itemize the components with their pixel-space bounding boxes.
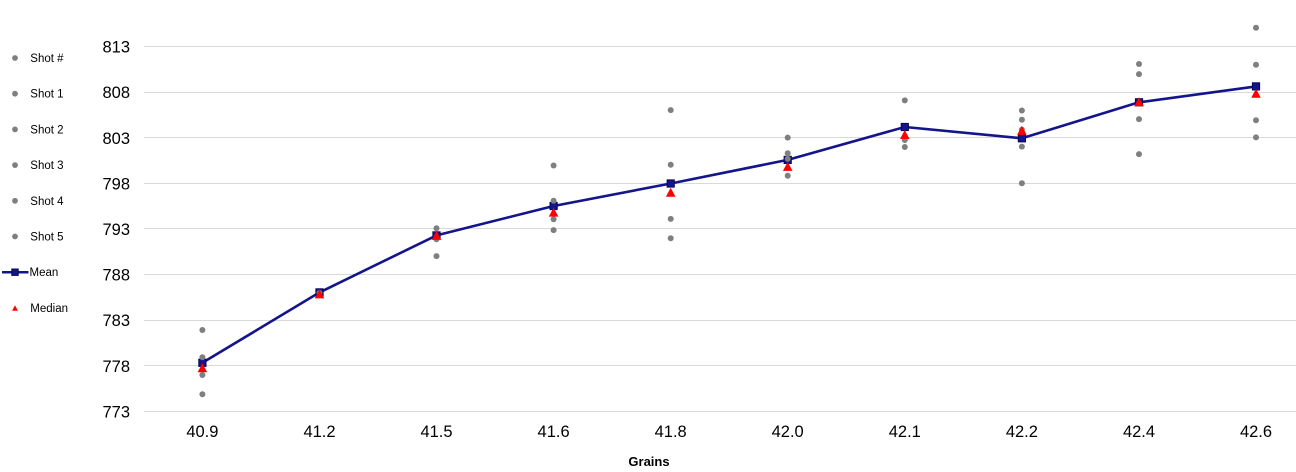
- svg-text:41.8: 41.8: [655, 423, 687, 441]
- svg-text:42.4: 42.4: [1123, 423, 1155, 441]
- svg-text:803: 803: [102, 130, 130, 148]
- svg-text:Shot 2: Shot 2: [30, 124, 63, 136]
- svg-text:41.6: 41.6: [538, 423, 570, 441]
- svg-text:Shot 5: Shot 5: [30, 232, 63, 244]
- svg-text:42.6: 42.6: [1240, 423, 1272, 441]
- svg-text:793: 793: [102, 221, 130, 239]
- svg-text:Shot 1: Shot 1: [30, 89, 63, 101]
- svg-text:41.5: 41.5: [420, 423, 452, 441]
- svg-text:Mean: Mean: [30, 267, 59, 279]
- svg-text:Median: Median: [30, 303, 68, 315]
- svg-text:788: 788: [102, 267, 130, 285]
- svg-text:42.2: 42.2: [1006, 423, 1038, 441]
- svg-text:40.9: 40.9: [186, 423, 218, 441]
- svg-text:Grains: Grains: [628, 454, 669, 469]
- svg-text:41.2: 41.2: [303, 423, 335, 441]
- svg-text:Shot #: Shot #: [30, 53, 64, 65]
- svg-text:778: 778: [102, 358, 130, 376]
- svg-text:798: 798: [102, 175, 130, 193]
- svg-text:Shot 4: Shot 4: [30, 196, 64, 208]
- svg-text:808: 808: [102, 84, 130, 102]
- svg-text:813: 813: [102, 39, 130, 57]
- svg-text:783: 783: [102, 312, 130, 330]
- svg-text:42.1: 42.1: [889, 423, 921, 441]
- svg-text:773: 773: [102, 404, 130, 422]
- svg-text:42.0: 42.0: [772, 423, 804, 441]
- svg-text:Shot 3: Shot 3: [30, 160, 63, 172]
